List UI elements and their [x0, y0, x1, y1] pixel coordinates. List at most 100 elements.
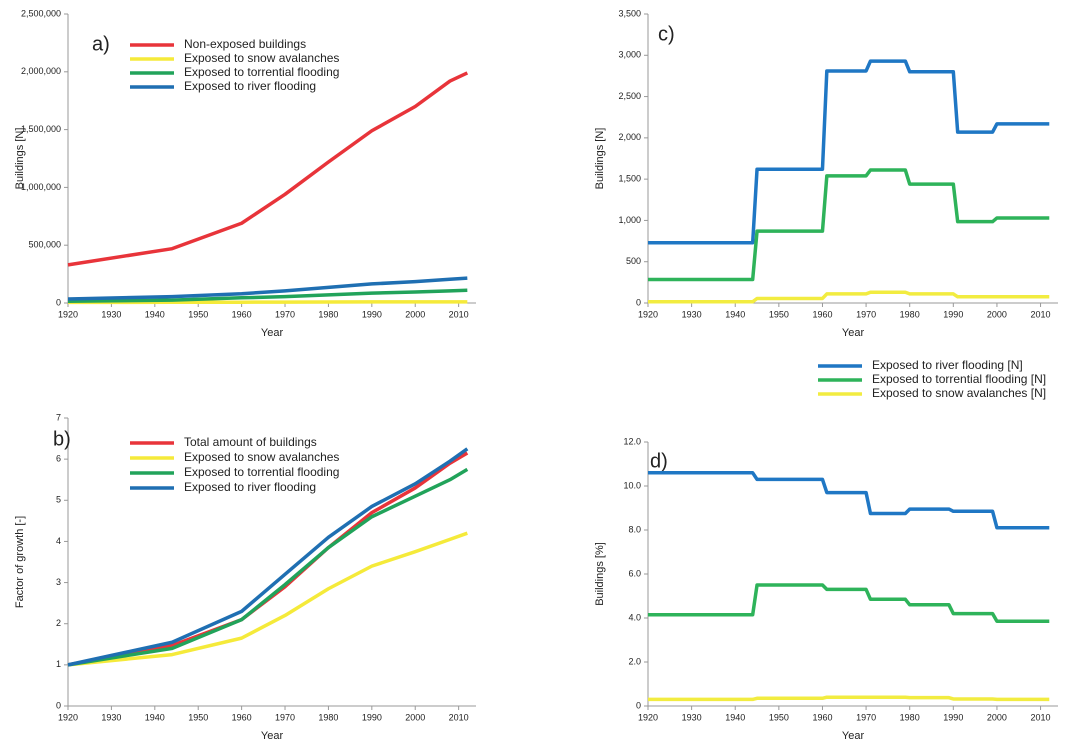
x-tick-label: 1920: [638, 309, 658, 319]
y-tick-label: 3,500: [618, 8, 641, 18]
legend-label: Exposed to river flooding: [184, 79, 316, 93]
x-tick-label: 1960: [232, 309, 252, 319]
x-tick-label: 1930: [682, 712, 702, 722]
legend-label: Exposed to snow avalanches: [184, 51, 339, 65]
y-tick-label: 5: [56, 495, 61, 505]
x-tick-label: 1930: [682, 309, 702, 319]
x-tick-label: 2000: [987, 309, 1007, 319]
y-tick-label: 2,000,000: [21, 66, 61, 76]
y-tick-label: 7: [56, 412, 61, 422]
y-tick-label: 0: [56, 297, 61, 307]
legend-label: Exposed to torrential flooding [N]: [872, 372, 1046, 386]
legend-label: Exposed to torrential flooding: [184, 465, 339, 479]
y-tick-label: 3: [56, 577, 61, 587]
x-tick-label: 2010: [1031, 309, 1051, 319]
x-tick-label: 1930: [101, 309, 121, 319]
x-axis-label: Year: [261, 327, 284, 339]
panel-label: c): [658, 23, 675, 45]
y-tick-label: 4: [56, 536, 61, 546]
y-tick-label: 12.0: [623, 436, 641, 446]
series-line: [67, 71, 469, 267]
y-tick-label: 0: [636, 297, 641, 307]
series-line: [648, 583, 1050, 624]
x-tick-label: 1970: [275, 712, 295, 722]
y-tick-label: 4.0: [628, 612, 641, 622]
y-tick-label: 1,000: [618, 215, 641, 225]
legend-label: Non-exposed buildings: [184, 37, 306, 51]
legend-label: Total amount of buildings: [184, 435, 317, 449]
x-axis-label: Year: [842, 327, 865, 339]
x-tick-label: 1940: [725, 309, 745, 319]
x-tick-label: 2010: [449, 309, 469, 319]
x-tick-label: 1990: [943, 712, 963, 722]
x-tick-label: 1920: [58, 309, 78, 319]
x-tick-label: 1970: [856, 712, 876, 722]
x-tick-label: 1940: [145, 712, 165, 722]
y-tick-label: 2,500: [618, 91, 641, 101]
y-tick-label: 500,000: [28, 240, 61, 250]
x-tick-label: 1940: [145, 309, 165, 319]
x-tick-label: 1990: [362, 712, 382, 722]
y-tick-label: 10.0: [623, 480, 641, 490]
x-tick-label: 1990: [943, 309, 963, 319]
x-tick-label: 2000: [987, 712, 1007, 722]
series-line: [648, 59, 1050, 245]
y-tick-label: 6.0: [628, 568, 641, 578]
x-tick-label: 1960: [812, 309, 832, 319]
y-axis-label: Buildings [N]: [14, 128, 26, 190]
y-tick-label: 1,000,000: [21, 182, 61, 192]
series-line: [67, 447, 469, 667]
y-tick-label: 2.0: [628, 656, 641, 666]
x-tick-label: 1950: [769, 309, 789, 319]
y-tick-label: 1,500,000: [21, 124, 61, 134]
panel-label: a): [92, 33, 110, 55]
x-tick-label: 1920: [58, 712, 78, 722]
x-tick-label: 1980: [900, 712, 920, 722]
series-line: [67, 288, 468, 304]
x-tick-label: 1970: [856, 309, 876, 319]
series-line: [648, 290, 1050, 304]
x-tick-label: 1980: [318, 309, 338, 319]
legend-label: Exposed to snow avalanches: [184, 450, 339, 464]
x-tick-label: 1980: [318, 712, 338, 722]
x-axis-label: Year: [261, 730, 284, 742]
y-tick-label: 8.0: [628, 524, 641, 534]
series-line: [67, 467, 469, 667]
series-line: [648, 168, 1050, 282]
series-line: [648, 471, 1050, 530]
x-tick-label: 1950: [188, 712, 208, 722]
x-tick-label: 1950: [188, 309, 208, 319]
y-tick-label: 3,000: [618, 50, 641, 60]
x-tick-label: 2010: [1031, 712, 1051, 722]
legend-label: Exposed to snow avalanches [N]: [872, 386, 1046, 400]
x-tick-label: 1930: [101, 712, 121, 722]
legend-label: Exposed to torrential flooding: [184, 65, 339, 79]
y-tick-label: 2,500,000: [21, 8, 61, 18]
y-tick-label: 2: [56, 618, 61, 628]
x-tick-label: 1950: [769, 712, 789, 722]
y-axis-label: Buildings [%]: [594, 542, 606, 606]
panel-label: d): [650, 450, 668, 472]
x-tick-label: 1980: [900, 309, 920, 319]
y-tick-label: 0: [56, 700, 61, 710]
y-axis-label: Factor of growth [-]: [14, 516, 26, 608]
y-tick-label: 6: [56, 454, 61, 464]
legend-label: Exposed to river flooding [N]: [872, 358, 1023, 372]
series-line: [648, 695, 1050, 702]
y-tick-label: 2,000: [618, 132, 641, 142]
y-tick-label: 500: [626, 256, 641, 266]
panel-label: b): [53, 428, 71, 450]
y-tick-label: 1: [56, 659, 61, 669]
legend-label: Exposed to river flooding: [184, 480, 316, 494]
x-tick-label: 1940: [725, 712, 745, 722]
x-tick-label: 2000: [405, 309, 425, 319]
series-line: [67, 300, 468, 305]
y-tick-label: 1,500: [618, 174, 641, 184]
series-line: [67, 531, 468, 667]
x-tick-label: 1990: [362, 309, 382, 319]
y-tick-label: 0: [636, 700, 641, 710]
x-tick-label: 2000: [405, 712, 425, 722]
x-tick-label: 1920: [638, 712, 658, 722]
series-line: [67, 276, 468, 301]
